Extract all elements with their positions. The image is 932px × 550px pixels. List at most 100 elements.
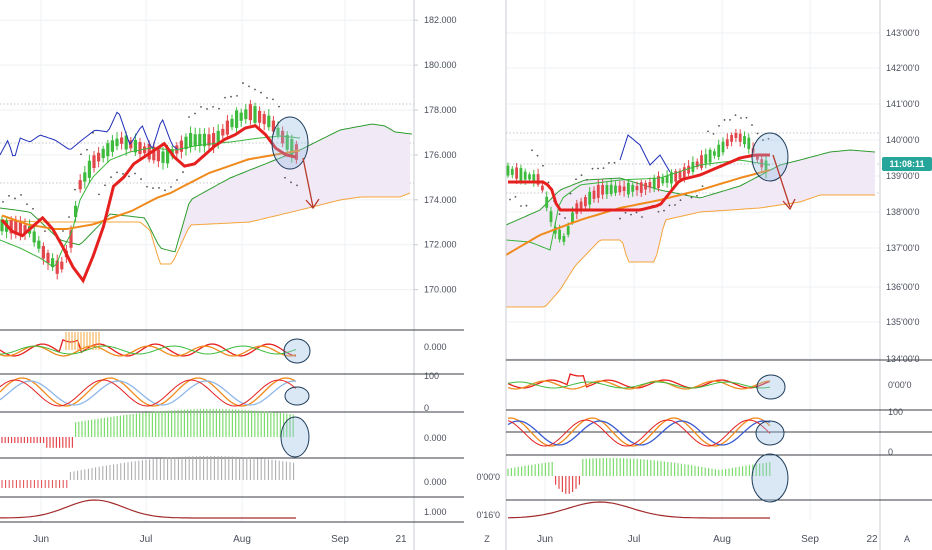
right-candle-body xyxy=(536,174,540,185)
right-sar-dot xyxy=(740,117,742,119)
left-candle-body xyxy=(166,148,170,164)
left-candle-body xyxy=(290,139,294,156)
left-stoch-k xyxy=(0,377,297,407)
right-candle-body xyxy=(738,133,742,142)
right-candle-body xyxy=(532,174,536,183)
right-price-tick-label: 137'00'0 xyxy=(886,243,919,253)
right-macd-signal xyxy=(507,380,771,390)
right-candle-body xyxy=(596,184,600,198)
right-month-label: Aug xyxy=(713,534,731,545)
right-moving-average xyxy=(505,169,771,256)
left-price-tick-label: 180.000 xyxy=(424,60,457,70)
right-sar-dot xyxy=(751,124,753,126)
right-stoch-third xyxy=(507,419,771,447)
left-candle-body xyxy=(120,137,124,144)
left-month-label: Sep xyxy=(331,534,349,545)
left-candle-body xyxy=(235,110,239,128)
left-candle-body xyxy=(248,104,252,121)
right-candle-body xyxy=(730,134,733,142)
right-candle-body xyxy=(506,165,510,176)
left-sar-dot xyxy=(260,91,262,94)
right-hist-highlight xyxy=(751,453,789,503)
right-sar-dot xyxy=(531,149,533,152)
left-macd-signal xyxy=(0,345,297,357)
auto-scale-corner-label[interactable]: A xyxy=(904,534,910,544)
left-candle-body xyxy=(97,152,101,162)
left-base-line xyxy=(0,135,301,268)
right-candle-body xyxy=(609,184,613,195)
right-candle-body xyxy=(682,167,686,178)
right-candle-body xyxy=(618,185,622,193)
left-sar-dot xyxy=(242,82,244,84)
right-sar-dot xyxy=(558,213,561,216)
right-sar-dot xyxy=(630,213,632,216)
right-candle-body xyxy=(708,149,712,163)
right-candle-body xyxy=(687,165,690,174)
right-price-tick-label: 134'00'0 xyxy=(886,354,919,364)
left-candle-body xyxy=(129,140,133,149)
left-candle-body xyxy=(60,261,64,270)
left-lagging-span xyxy=(0,111,179,157)
left-candle-body xyxy=(152,146,156,161)
left-sar-dot xyxy=(122,172,124,175)
right-candle-body xyxy=(717,144,721,157)
right-sar-dot xyxy=(762,139,764,141)
right-candle-body xyxy=(725,139,729,147)
left-oscillator-label: 0.000 xyxy=(424,477,447,487)
right-conversion-line xyxy=(508,153,770,212)
right-sar-dot xyxy=(657,210,660,213)
right-sar-dot xyxy=(723,119,726,121)
left-candle-body xyxy=(161,151,165,163)
right-sar-dot xyxy=(619,217,621,220)
right-sar-dot xyxy=(514,196,517,198)
left-sar-dot xyxy=(296,184,298,187)
right-time-axis: Jun Jul Aug Sep 22 xyxy=(537,534,878,545)
left-sar-dot xyxy=(200,106,202,108)
left-conversion-line xyxy=(0,124,297,284)
right-candle-body xyxy=(562,235,566,242)
right-candle-body xyxy=(648,182,652,188)
right-sar-dot xyxy=(602,167,605,170)
left-sar-dot xyxy=(158,187,160,189)
left-sar-dot xyxy=(236,94,238,97)
right-stoch-d xyxy=(507,420,771,446)
right-sar-dot xyxy=(569,192,572,195)
timezone-corner-label[interactable]: Z xyxy=(484,534,490,544)
right-macd-third xyxy=(507,381,771,389)
left-candle-body xyxy=(285,135,289,150)
right-macd-line xyxy=(507,373,771,389)
left-sar-dot xyxy=(230,95,232,98)
left-sar-dot xyxy=(74,188,76,191)
right-sar-dot xyxy=(575,178,577,181)
left-sar-dot xyxy=(80,153,82,156)
right-cloud-span-a xyxy=(505,149,876,226)
right-sar-dot xyxy=(591,167,594,170)
right-volatility-label: 0'16'0 xyxy=(477,510,500,520)
right-candle-body xyxy=(743,136,746,145)
left-volatility-line xyxy=(0,499,296,519)
right-price-tick-label: 139'00'0 xyxy=(886,171,919,181)
left-macd-label: 0.000 xyxy=(424,342,447,352)
left-sar-dot xyxy=(272,98,274,101)
left-candle-body xyxy=(221,128,225,136)
left-sar-dot xyxy=(98,193,100,196)
left-candle-body xyxy=(133,139,137,153)
left-sar-dot xyxy=(104,184,106,187)
left-sar-dot xyxy=(146,185,148,188)
left-candle-body xyxy=(202,133,206,147)
right-sar-dot xyxy=(536,154,539,157)
right-month-label: Jul xyxy=(628,534,641,545)
left-candle-body xyxy=(101,148,105,159)
right-highlight-ellipse xyxy=(751,132,789,182)
left-price-tick-label: 176.000 xyxy=(424,150,457,160)
right-sar-dot xyxy=(679,199,682,202)
right-candle-body xyxy=(588,191,592,205)
left-price-axis: 182.000 180.000 178.000 176.000 174.000 172.0… xyxy=(413,0,457,550)
left-candle-body xyxy=(9,220,13,234)
right-price-tick-label: 140'00'0 xyxy=(886,135,919,145)
right-candle-body xyxy=(627,182,630,195)
right-candle-body xyxy=(545,196,549,208)
left-candle-body xyxy=(184,136,188,150)
left-sar-dot xyxy=(128,175,130,178)
